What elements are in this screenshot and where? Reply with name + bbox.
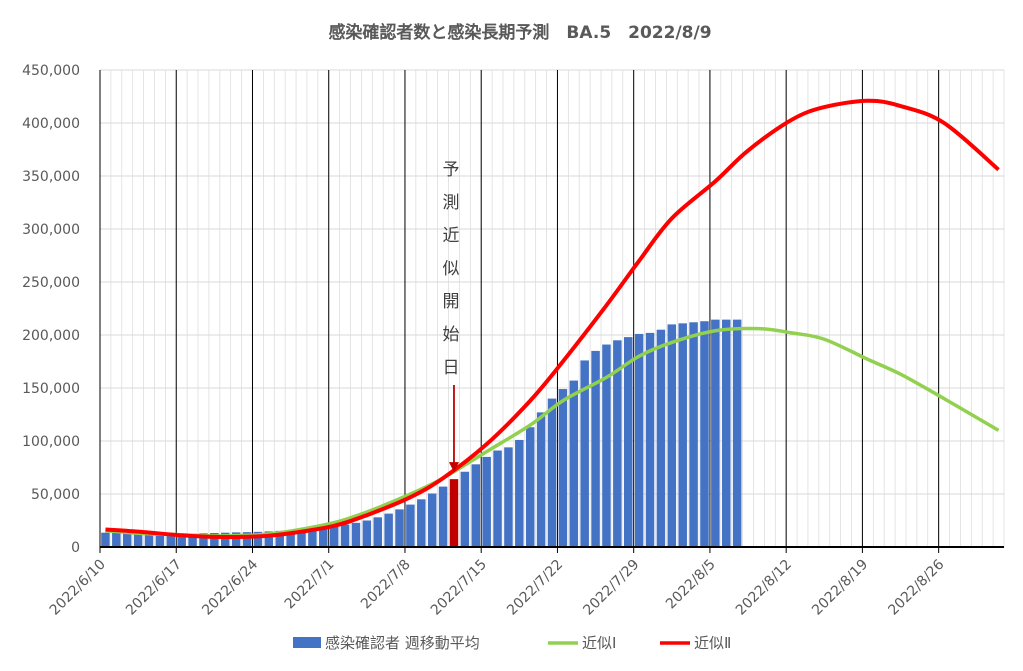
x-tick-label: 2022/8/19 — [809, 557, 871, 619]
bar — [112, 533, 121, 547]
y-tick-label: 200,000 — [22, 328, 80, 344]
bar — [329, 526, 339, 547]
bar — [525, 427, 535, 547]
x-tick-label: 2022/7/22 — [504, 557, 566, 619]
bar — [667, 324, 677, 547]
bar — [515, 439, 524, 547]
bar — [297, 529, 306, 547]
bar — [155, 534, 165, 547]
legend-item: 近似Ⅰ — [548, 634, 616, 652]
chart-title: 感染確認者数と感染長期予測 BA.5 2022/8/9 — [328, 22, 711, 43]
bar — [340, 524, 350, 547]
bar — [689, 322, 698, 547]
bar — [645, 332, 655, 547]
legend-label: 近似Ⅱ — [694, 634, 731, 652]
legend: 感染確認者 週移動平均 近似Ⅰ 近似Ⅱ — [293, 634, 731, 652]
bar — [602, 344, 611, 547]
y-tick-label: 150,000 — [22, 381, 80, 397]
bar — [166, 534, 176, 547]
x-tick-label: 2022/7/8 — [358, 557, 414, 613]
bar — [384, 513, 393, 547]
x-tick-label: 2022/8/5 — [663, 557, 719, 613]
bar — [656, 329, 666, 547]
highlight-bar — [449, 479, 459, 547]
bar — [253, 531, 263, 547]
x-tick-label: 2022/6/10 — [47, 557, 109, 619]
bar — [700, 321, 709, 547]
bar — [536, 412, 546, 547]
legend-item: 近似Ⅱ — [660, 634, 731, 652]
bar — [493, 450, 502, 547]
bar — [417, 499, 426, 547]
bar — [406, 504, 415, 547]
bar — [264, 531, 274, 547]
x-tick-label: 2022/7/15 — [428, 557, 490, 619]
bar — [351, 522, 361, 547]
legend-item: 感染確認者 週移動平均 — [293, 634, 480, 652]
y-tick-label: 250,000 — [22, 275, 80, 291]
legend-label: 感染確認者 週移動平均 — [325, 634, 480, 652]
bar — [188, 533, 197, 547]
bar — [623, 337, 633, 547]
bar — [547, 398, 557, 547]
bar-series — [101, 319, 742, 547]
bar — [373, 517, 382, 547]
y-tick-label: 450,000 — [22, 63, 80, 79]
bar — [471, 464, 481, 547]
bar — [199, 533, 208, 547]
bar — [569, 380, 579, 547]
bar — [634, 333, 644, 547]
x-tick-label: 2022/7/29 — [580, 557, 642, 619]
y-tick-label: 0 — [71, 540, 80, 556]
x-tick-label: 2022/8/12 — [733, 557, 795, 619]
bar — [395, 509, 404, 547]
bar — [101, 532, 110, 547]
bar — [286, 530, 295, 547]
y-tick-label: 50,000 — [31, 487, 80, 503]
bar — [711, 319, 720, 547]
bar — [133, 533, 143, 547]
bar — [210, 533, 219, 547]
x-tick-label: 2022/7/1 — [282, 557, 338, 613]
bar — [580, 360, 589, 547]
bar — [558, 389, 568, 547]
bar — [308, 528, 317, 547]
y-tick-label: 100,000 — [22, 434, 80, 450]
bar — [482, 456, 491, 547]
x-tick-label: 2022/6/24 — [199, 556, 261, 618]
bar — [275, 530, 284, 547]
line-series — [105, 98, 1000, 540]
x-tick-label: 2022/8/26 — [885, 556, 947, 618]
bar — [427, 493, 437, 547]
annotation-label: 予測近似開始日 — [442, 160, 459, 378]
y-tick-label: 300,000 — [22, 222, 80, 238]
bar — [362, 520, 372, 547]
legend-swatch — [293, 637, 321, 648]
bar — [319, 527, 328, 547]
bar — [722, 319, 731, 547]
bar — [177, 533, 186, 547]
annotation: 予測近似開始日 — [442, 160, 459, 473]
bar — [678, 323, 687, 547]
bar — [122, 533, 132, 547]
bar — [242, 532, 252, 547]
x-tick-label: 2022/6/17 — [123, 557, 185, 619]
bar — [591, 350, 600, 547]
y-tick-label: 400,000 — [22, 116, 80, 132]
grid — [99, 69, 1005, 548]
bar — [613, 340, 622, 547]
bar — [438, 486, 448, 547]
bar — [221, 532, 230, 547]
bar — [460, 471, 470, 547]
y-tick-label: 350,000 — [22, 169, 80, 185]
legend-label: 近似Ⅰ — [582, 634, 616, 652]
series-line-approx2 — [105, 98, 1000, 540]
bar — [732, 319, 742, 547]
annotation-arrowhead — [448, 462, 459, 473]
bar — [144, 533, 154, 547]
bar — [504, 447, 513, 547]
bar — [231, 532, 241, 547]
